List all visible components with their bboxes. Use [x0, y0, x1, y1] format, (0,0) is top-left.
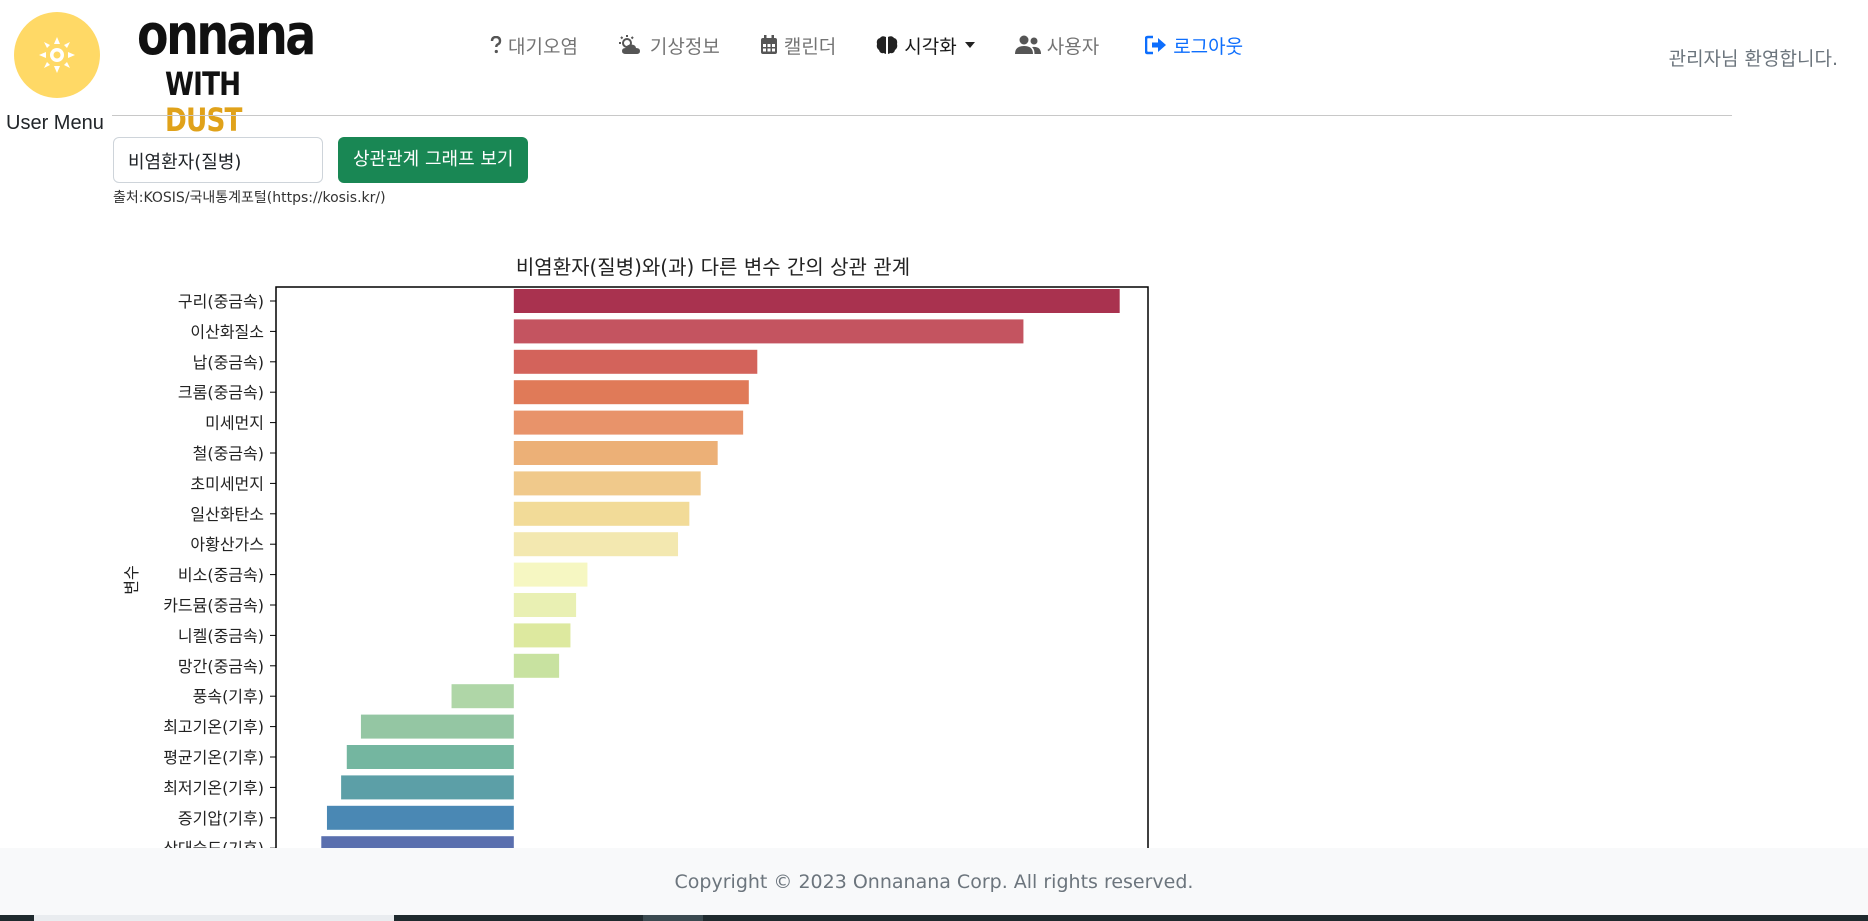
footer: Copyright © 2023 Onnanana Corp. All righ…	[0, 848, 1868, 915]
question-icon	[490, 36, 502, 54]
logo-with: WITH	[165, 65, 241, 103]
chart-bars	[321, 289, 1120, 849]
taskbar-segment	[643, 915, 703, 921]
y-tick-label: 카드뮴(중금속)	[163, 596, 264, 615]
top-nav: 대기오염 기상정보 캘린더 시각화	[490, 28, 1283, 62]
y-tick-label: 상대습도(기후)	[163, 839, 264, 849]
nav-label: 사용자	[1046, 35, 1100, 58]
nav-label: 기상정보	[649, 35, 720, 58]
variable-select[interactable]: 비염환자(질병)	[113, 137, 323, 183]
nav-item-logout[interactable]: 로그아웃	[1145, 32, 1243, 59]
nav-item-users[interactable]: 사용자	[1014, 32, 1100, 59]
bar-11	[513, 623, 571, 648]
bar-2	[513, 349, 758, 374]
calendar-icon	[760, 35, 777, 54]
logo-line-with-dust: WITH DUST	[165, 66, 277, 138]
y-tick-label: 납(중금속)	[193, 353, 264, 372]
taskbar-strip	[0, 915, 1868, 921]
bar-3	[513, 380, 749, 405]
welcome-text: 관리자님 환영합니다.	[1668, 48, 1838, 70]
nav-item-calendar[interactable]: 캘린더	[760, 32, 836, 59]
taskbar-segment	[34, 915, 394, 921]
y-tick-label: 평균기온(기후)	[163, 748, 264, 767]
nav-label: 로그아웃	[1173, 35, 1244, 58]
logo-line-onnana: onnana	[137, 3, 316, 68]
logo-wordmark[interactable]: onnana WITH DUST	[137, 6, 316, 139]
bar-15	[346, 745, 514, 769]
bar-13	[451, 684, 514, 709]
y-tick-label: 증기압(기후)	[178, 809, 264, 828]
y-tick-label: 일산화탄소	[190, 505, 264, 524]
bar-10	[513, 593, 577, 617]
nav-item-air-pollution[interactable]: 대기오염	[490, 32, 578, 59]
y-tick-label: 초미세먼지	[190, 474, 264, 493]
chart-title: 비염환자(질병)와(과) 다른 변수 간의 상관 관계	[516, 255, 910, 279]
bar-0	[513, 289, 1120, 313]
user-menu-toggle[interactable]: User Menu	[6, 112, 104, 134]
plot-frame	[275, 286, 1149, 849]
brain-icon	[877, 36, 898, 54]
nav-label: 캘린더	[783, 35, 837, 58]
logo-circle[interactable]	[14, 12, 100, 98]
y-tick-label: 아황산가스	[190, 535, 264, 554]
y-tick-label: 이산화질소	[190, 322, 264, 341]
chevron-down-icon	[964, 42, 975, 48]
users-icon	[1014, 35, 1041, 54]
data-source-note: 출처:KOSIS/국내통계포털(https://kosis.kr/)	[113, 190, 386, 206]
bar-7	[513, 501, 690, 526]
y-tick-label: 미세먼지	[205, 414, 264, 433]
logo-dust: DUST	[165, 101, 242, 139]
y-tick-label: 최고기온(기후)	[163, 718, 264, 737]
logout-icon	[1145, 35, 1167, 55]
nav-label: 대기오염	[508, 35, 578, 58]
header-divider	[112, 115, 1732, 116]
bar-1	[513, 319, 1024, 344]
sun-gear-icon	[39, 37, 75, 73]
y-tick-label: 철(중금속)	[193, 444, 264, 463]
bar-18	[321, 836, 514, 849]
nav-item-visualization[interactable]: 시각화	[876, 32, 975, 59]
show-correlation-graph-button[interactable]: 상관관계 그래프 보기	[338, 137, 529, 183]
correlation-bar-chart: 비염환자(질병)와(과) 다른 변수 간의 상관 관계 구리(중금속) 이산화질소…	[122, 255, 1149, 849]
nav-item-weather[interactable]: 기상정보	[618, 32, 720, 59]
bar-5	[513, 441, 718, 465]
y-axis-label: 변수	[122, 565, 141, 594]
bar-16	[341, 775, 514, 800]
bar-9	[513, 562, 588, 587]
bar-14	[360, 714, 514, 739]
bar-12	[513, 653, 560, 678]
bar-8	[513, 532, 679, 557]
y-tick-label: 망간(중금속)	[178, 657, 264, 676]
y-tick-label: 최저기온(기후)	[163, 778, 264, 797]
copyright-text: Copyright © 2023 Onnanana Corp. All righ…	[674, 870, 1194, 893]
y-tick-label: 구리(중금속)	[178, 292, 264, 311]
bar-17	[326, 805, 514, 830]
cloud-sun-icon	[618, 35, 640, 54]
bar-6	[513, 471, 701, 496]
y-tick-label: 비소(중금속)	[178, 566, 264, 585]
nav-label: 시각화	[904, 35, 957, 58]
bar-4	[513, 410, 744, 435]
y-tick-label: 크롬(중금속)	[178, 383, 264, 402]
y-tick-label: 풍속(기후)	[193, 687, 264, 706]
y-tick-label: 니켈(중금속)	[178, 626, 264, 645]
